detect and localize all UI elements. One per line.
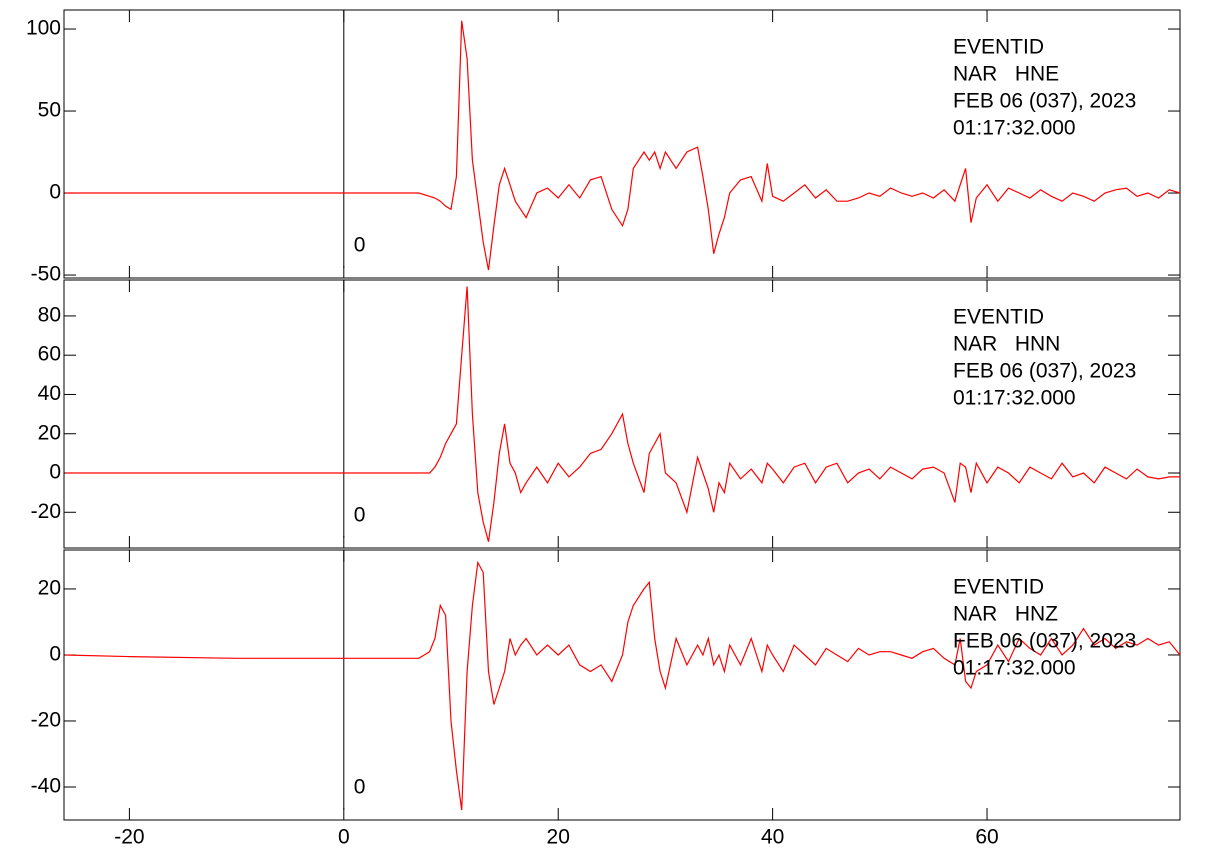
panel-frame (63, 9, 1181, 279)
origin-marker-label: 0 (354, 234, 366, 257)
event-annotation: EVENTID (953, 576, 1044, 599)
event-annotation: 01:17:32.000 (953, 387, 1076, 410)
y-tick-label: -20 (31, 709, 61, 732)
event-annotation: 01:17:32.000 (953, 117, 1076, 140)
event-annotation: EVENTID (953, 36, 1044, 59)
event-annotation: NAR HNN (953, 333, 1060, 356)
event-annotation: 01:17:32.000 (953, 657, 1076, 680)
waveform (65, 560, 1181, 811)
event-annotation: NAR HNE (953, 63, 1059, 86)
event-annotation: FEB 06 (037), 2023 (953, 360, 1136, 383)
y-tick-label: 0 (49, 181, 61, 204)
y-tick-label: 40 (38, 382, 61, 405)
x-tick-label: 0 (338, 826, 350, 849)
panel-frame (63, 279, 1181, 549)
x-tick-label: 40 (761, 826, 784, 849)
panel-frame (63, 549, 1181, 821)
y-tick-label: 50 (38, 99, 61, 122)
event-annotation: EVENTID (953, 306, 1044, 329)
y-tick-label: 20 (38, 576, 61, 599)
y-tick-label: -40 (31, 775, 61, 798)
waveform (65, 20, 1181, 271)
event-annotation: FEB 06 (037), 2023 (953, 630, 1136, 653)
event-annotation: NAR HNZ (953, 603, 1058, 626)
event-annotation: FEB 06 (037), 2023 (953, 90, 1136, 113)
x-tick-label: 20 (547, 826, 570, 849)
y-tick-label: -20 (31, 500, 61, 523)
x-tick-label: 60 (975, 826, 998, 849)
waveform (65, 286, 1180, 542)
x-tick-label: -20 (114, 826, 144, 849)
origin-marker-label: 0 (354, 776, 366, 799)
y-tick-label: 80 (38, 303, 61, 326)
y-tick-label: -50 (31, 263, 61, 286)
y-tick-label: 0 (49, 461, 61, 484)
y-tick-label: 100 (26, 17, 61, 40)
origin-marker-label: 0 (354, 504, 366, 527)
y-tick-label: 20 (38, 421, 61, 444)
y-tick-label: 60 (38, 343, 61, 366)
y-tick-label: 0 (49, 643, 61, 666)
